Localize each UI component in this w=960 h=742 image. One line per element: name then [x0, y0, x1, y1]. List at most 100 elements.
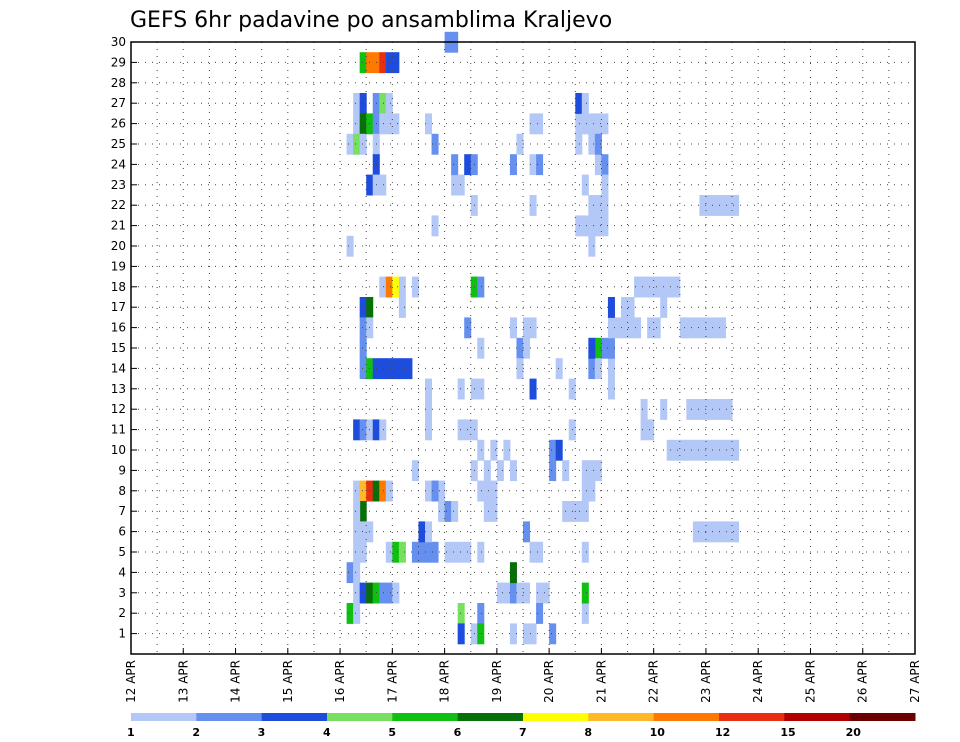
x-tick-label: 13 APR	[176, 660, 190, 703]
heatmap-cell	[438, 501, 446, 522]
heatmap-cell	[359, 358, 367, 380]
colorbar: 1 2 3 4 5 6 7 8 10 12 15 20	[127, 713, 916, 739]
heatmap-cell	[359, 501, 367, 522]
heatmap-cell	[575, 93, 583, 114]
heatmap-cell	[516, 582, 524, 604]
heatmap-cell	[692, 317, 700, 339]
heatmap-cell	[601, 215, 609, 237]
x-tick-label: 12 APR	[124, 660, 138, 703]
heatmap-cell	[425, 378, 433, 400]
heatmap-cell	[411, 276, 419, 298]
heatmap-cell	[359, 480, 367, 502]
heatmap-cell	[705, 317, 713, 339]
heatmap-cell	[392, 52, 400, 74]
heatmap-cell	[588, 480, 596, 502]
heatmap-cell	[549, 460, 557, 482]
heatmap-cell	[614, 317, 622, 339]
heatmap-cell	[353, 541, 361, 563]
heatmap-cell	[490, 439, 498, 461]
heatmap-cell	[705, 195, 713, 216]
heatmap-cell	[692, 399, 700, 420]
heatmap-cell	[581, 501, 589, 522]
heatmap-cell	[555, 358, 563, 380]
heatmap-cell	[542, 582, 550, 604]
heatmap-cell	[601, 154, 609, 176]
y-tick-label: 7	[118, 504, 126, 518]
heatmap-cell	[686, 399, 694, 420]
y-tick-label: 15	[111, 341, 126, 355]
heatmap-cell	[575, 501, 583, 522]
heatmap-cell	[503, 439, 511, 461]
heatmap-cell	[588, 337, 596, 359]
heatmap-cell	[607, 378, 615, 400]
heatmap-cell	[529, 541, 537, 563]
heatmap-cell	[359, 541, 367, 563]
heatmap-cell	[536, 541, 544, 563]
heatmap-cell	[627, 317, 635, 339]
heatmap-cell	[411, 541, 419, 563]
heatmap-cell	[581, 460, 589, 482]
y-tick-label: 18	[111, 280, 126, 294]
y-tick-label: 24	[111, 157, 126, 171]
heatmap-cell	[699, 439, 707, 461]
heatmap-cell	[425, 419, 433, 441]
heatmap-cell	[444, 501, 452, 522]
heatmap-cell	[712, 439, 720, 461]
y-tick-label: 4	[118, 565, 126, 579]
y-tick-label: 21	[111, 219, 126, 233]
colorbar-label: 3	[258, 726, 266, 739]
heatmap-cell	[719, 521, 727, 543]
heatmap-cell	[503, 582, 511, 604]
heatmap-cell	[640, 399, 648, 420]
heatmap-cells	[346, 31, 740, 645]
heatmap-cell	[483, 501, 491, 522]
heatmap-cell	[379, 480, 387, 502]
heatmap-cell	[359, 337, 367, 359]
y-tick-label: 23	[111, 178, 126, 192]
x-tick-label: 20 APR	[542, 660, 556, 703]
heatmap-cell	[379, 93, 387, 114]
y-tick-label: 19	[111, 259, 126, 273]
heatmap-cell	[451, 174, 459, 196]
heatmap-cell	[588, 113, 596, 135]
heatmap-cell	[385, 541, 393, 563]
y-tick-label: 20	[111, 239, 126, 253]
heatmap-cell	[581, 215, 589, 237]
colorbar-swatch	[131, 713, 197, 721]
heatmap-cell	[581, 582, 589, 604]
heatmap-cell	[425, 399, 433, 420]
heatmap-cell	[496, 582, 504, 604]
heatmap-cell	[549, 439, 557, 461]
heatmap-cell	[451, 541, 459, 563]
colorbar-swatch	[327, 713, 393, 721]
heatmap-cell	[712, 399, 720, 420]
heatmap-cell	[398, 541, 406, 563]
heatmap-cell	[601, 195, 609, 216]
heatmap-cell	[353, 582, 361, 604]
heatmap-cell	[594, 113, 602, 135]
heatmap-cell	[477, 541, 485, 563]
heatmap-cell	[588, 215, 596, 237]
heatmap-cell	[594, 154, 602, 176]
y-tick-label: 2	[118, 606, 126, 620]
x-tick-label: 23 APR	[699, 660, 713, 703]
y-tick-label: 16	[111, 321, 126, 335]
heatmap-cell	[581, 603, 589, 624]
heatmap-cell	[509, 460, 517, 482]
heatmap-cell	[725, 399, 733, 420]
heatmap-cell	[359, 317, 367, 339]
heatmap-cell	[719, 399, 727, 420]
x-tick-label: 24 APR	[751, 660, 765, 703]
y-tick-label: 6	[118, 525, 126, 539]
y-tick-label: 28	[111, 76, 126, 90]
y-tick-label: 27	[111, 96, 126, 110]
colorbar-swatch	[523, 713, 589, 721]
heatmap-cell	[385, 582, 393, 604]
y-tick-label: 11	[111, 423, 126, 437]
heatmap-cell	[725, 439, 733, 461]
heatmap-cell	[575, 215, 583, 237]
heatmap-cell	[594, 460, 602, 482]
heatmap-cell	[509, 562, 517, 584]
colorbar-swatch	[588, 713, 655, 721]
